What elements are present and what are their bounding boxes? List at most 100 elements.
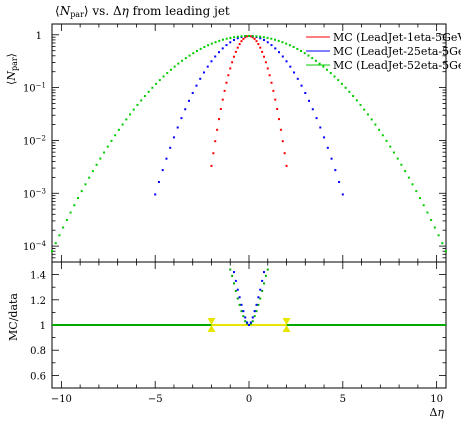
- data-point: [285, 60, 288, 63]
- chart-title: ⟨Npar⟩ vs. Δη from leading jet: [55, 4, 230, 19]
- data-point: [184, 108, 187, 111]
- data-point: [418, 197, 421, 200]
- ratio-point: [257, 296, 260, 299]
- data-point: [318, 62, 321, 65]
- data-point: [192, 52, 195, 55]
- data-point: [257, 43, 260, 46]
- data-point: [80, 190, 83, 193]
- y-tick-label: 1: [40, 321, 46, 332]
- ratio-point: [246, 321, 249, 324]
- ratio-point: [266, 268, 269, 271]
- ratio-point: [244, 320, 247, 323]
- data-point: [407, 176, 410, 179]
- data-point: [251, 35, 254, 38]
- data-point: [278, 51, 281, 54]
- data-point: [315, 117, 318, 120]
- data-point: [221, 38, 224, 41]
- data-point: [233, 36, 236, 39]
- data-point: [334, 169, 337, 172]
- ratio-point: [251, 316, 254, 319]
- data-point: [240, 35, 243, 38]
- data-point: [161, 169, 164, 172]
- ratio-point: [264, 274, 267, 277]
- data-point: [308, 99, 311, 102]
- data-point: [288, 44, 291, 47]
- data-point: [218, 39, 221, 42]
- data-point: [216, 128, 219, 131]
- data-point: [311, 108, 314, 111]
- data-point: [184, 57, 187, 60]
- data-point: [88, 176, 91, 179]
- data-point: [272, 89, 275, 92]
- ratio-point: [236, 288, 239, 291]
- data-point: [77, 197, 80, 200]
- data-point: [202, 71, 205, 74]
- data-point: [244, 35, 247, 38]
- data-point: [292, 45, 295, 48]
- y-tick-label: 1.2: [30, 296, 46, 307]
- data-point: [188, 54, 191, 57]
- data-point: [225, 44, 228, 47]
- data-point: [165, 157, 168, 160]
- data-point: [296, 47, 299, 50]
- data-point: [212, 152, 215, 155]
- data-point: [259, 37, 262, 40]
- data-point: [255, 40, 258, 43]
- data-point: [311, 57, 314, 60]
- data-point: [296, 77, 299, 80]
- data-point: [106, 145, 109, 148]
- data-point: [136, 103, 139, 106]
- data-point: [223, 89, 226, 92]
- data-point: [54, 242, 57, 245]
- data-point: [378, 128, 381, 131]
- data-point: [229, 67, 232, 70]
- data-point: [169, 146, 172, 149]
- data-point: [322, 65, 325, 68]
- data-point: [344, 86, 347, 89]
- data-point: [51, 250, 53, 253]
- data-point: [225, 81, 228, 84]
- data-point: [169, 68, 172, 71]
- data-point: [266, 67, 269, 70]
- ratio-point: [238, 296, 241, 299]
- data-point: [73, 204, 76, 207]
- data-point: [392, 151, 395, 154]
- data-point: [121, 123, 124, 126]
- data-point: [229, 36, 232, 39]
- ratio-point: [261, 289, 264, 292]
- data-point: [249, 35, 252, 38]
- data-point: [154, 193, 157, 196]
- data-point: [91, 170, 94, 173]
- legend-entry: MC (LeadJet-1eta-5GeV): [333, 31, 461, 44]
- data-point: [232, 55, 235, 58]
- ratio-point: [251, 320, 254, 323]
- data-point: [333, 75, 336, 78]
- data-point: [221, 47, 224, 50]
- band-marker: [282, 318, 291, 325]
- data-point: [203, 45, 206, 48]
- y-tick-label: 1: [36, 31, 42, 42]
- data-point: [103, 151, 106, 154]
- data-point: [177, 62, 180, 65]
- x-tick-label: 10: [430, 394, 443, 405]
- y-tick-label: 10−2: [23, 134, 46, 147]
- data-point: [214, 140, 217, 143]
- data-point: [214, 41, 217, 44]
- ratio-point: [259, 288, 262, 291]
- data-point: [255, 35, 258, 38]
- data-point: [125, 118, 128, 121]
- data-point: [129, 113, 132, 116]
- data-point: [248, 34, 250, 37]
- data-point: [143, 95, 146, 98]
- data-point: [172, 136, 175, 139]
- data-point: [323, 136, 326, 139]
- x-tick-label: 0: [246, 394, 252, 405]
- data-point: [293, 71, 296, 74]
- data-point: [430, 218, 433, 221]
- data-point: [266, 36, 269, 39]
- data-point: [268, 74, 271, 77]
- data-point: [244, 36, 247, 39]
- data-point: [359, 103, 362, 106]
- data-point: [114, 134, 117, 137]
- data-point: [274, 98, 277, 101]
